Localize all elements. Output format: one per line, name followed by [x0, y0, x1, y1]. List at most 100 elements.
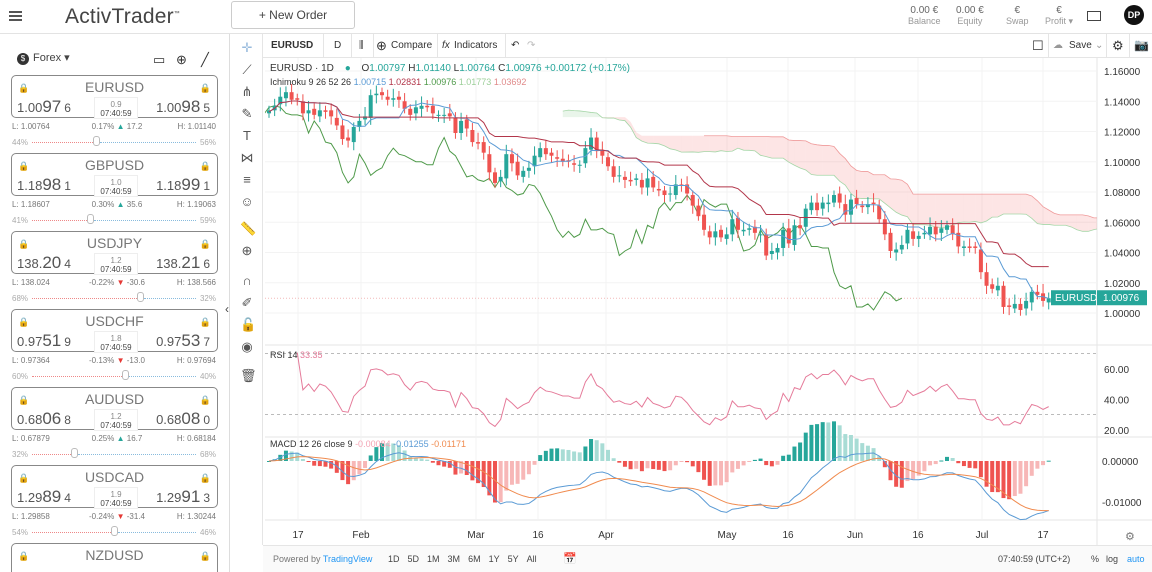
range-1d[interactable]: 1D [388, 554, 400, 564]
text-icon[interactable]: T [243, 128, 251, 143]
sell-price-button[interactable]: 0.6806 8 [17, 409, 71, 428]
macd-histogram-bar [300, 458, 305, 461]
macd-histogram-bar [741, 461, 746, 466]
buy-price-button[interactable]: 138.21 6 [156, 253, 210, 272]
candle [696, 205, 701, 217]
indicators-button[interactable]: Indicators [454, 40, 498, 51]
trash-icon[interactable]: 🗑 [240, 368, 257, 383]
candle [928, 226, 933, 235]
ichimoku-cloud [1026, 194, 1032, 219]
candle [656, 188, 661, 191]
undo-icon[interactable]: ↶ [511, 40, 520, 51]
sell-price-button[interactable]: 1.1898 1 [17, 175, 71, 194]
ruler-icon[interactable]: 📏 [240, 221, 257, 236]
instrument-card[interactable]: 🔒 🔒 AUDUSD 0.6806 8 1.2 07:40:59 0.6808 0 [11, 387, 218, 431]
ichimoku-cloud [873, 174, 880, 199]
swap-stat: € Swap [1006, 5, 1029, 26]
candle [526, 167, 531, 171]
collapse-sidebar-icon[interactable]: ‹ [225, 302, 229, 316]
sell-price-button[interactable]: 0.9751 9 [17, 331, 71, 350]
candle [815, 202, 820, 211]
settings-icon[interactable]: ⚙ [1112, 38, 1124, 53]
range-5d[interactable]: 5D [407, 554, 420, 564]
date-range-icon[interactable]: 📅 [563, 553, 577, 565]
macd-histogram-bar [690, 461, 695, 467]
ichimoku-cloud [1009, 194, 1015, 215]
buy-price-button[interactable]: 1.0098 5 [156, 97, 210, 116]
ichimoku-cloud [811, 143, 818, 176]
instrument-card[interactable]: 🔒 🔒 GBPUSD 1.1898 1 1.0 07:40:59 1.1899 1 [11, 153, 218, 197]
menu-icon[interactable] [9, 11, 22, 21]
lock-icon[interactable]: 🔓 [240, 317, 257, 332]
instrument-card[interactable]: 🔒 🔒 NZDUSD [11, 543, 218, 572]
candle [899, 244, 904, 250]
pattern-icon[interactable]: ⋈ [240, 150, 254, 165]
compare-button[interactable]: Compare [391, 40, 433, 51]
interval-button[interactable]: D [334, 40, 342, 51]
draw-line-icon[interactable]: ╱ [201, 52, 209, 67]
macd-histogram-bar [1001, 461, 1006, 499]
new-order-button[interactable]: + New Order [231, 1, 355, 29]
percent-toggle[interactable]: % [1091, 554, 1100, 564]
chart-canvas[interactable]: 1.16000 1.14000 1.12000 1.10000 1.08000 1.060… [230, 58, 1152, 545]
macd-histogram-bar [312, 461, 317, 466]
chart-type-icon[interactable]: ⫼ [359, 40, 364, 51]
zoom-in-icon[interactable]: ⊕ [176, 52, 187, 67]
range-5y[interactable]: 5Y [507, 554, 519, 564]
price-tick: 1.12000 [1104, 128, 1141, 139]
redo-icon[interactable]: ↷ [527, 40, 536, 51]
sell-price-button[interactable]: 1.0097 6 [17, 97, 71, 116]
lock-drawing-icon[interactable]: ✐ [241, 295, 253, 310]
eye-icon[interactable]: ◉ [241, 339, 253, 354]
brush-icon[interactable]: ✎ [241, 106, 253, 121]
instrument-card[interactable]: 🔒 🔒 USDJPY 138.20 4 1.2 07:40:59 138.21 6 [11, 231, 218, 275]
sell-price-button[interactable]: 1.2989 4 [17, 487, 71, 506]
category-dropdown[interactable]: $ Forex ▾ [17, 51, 70, 65]
range-6m[interactable]: 6M [468, 554, 481, 564]
range-all[interactable]: All [526, 554, 537, 564]
save-button[interactable]: Save [1069, 40, 1092, 51]
auto-toggle[interactable]: auto [1127, 554, 1145, 564]
instrument-card[interactable]: 🔒 🔒 USDCHF 0.9751 9 1.8 07:40:59 0.9753 7 [11, 309, 218, 353]
fib-icon[interactable]: ⋔ [241, 84, 253, 99]
range-1y[interactable]: 1Y [488, 554, 500, 564]
avatar[interactable]: DP [1124, 5, 1144, 25]
mail-icon[interactable] [1087, 11, 1101, 21]
price-tick: 1.04000 [1104, 249, 1141, 260]
lock-icon: 🔒 [18, 83, 30, 93]
macd-histogram-bar [583, 446, 588, 461]
buy-price-button[interactable]: 1.2991 3 [156, 487, 210, 506]
trendline-icon[interactable]: ⟋ [242, 62, 252, 77]
prediction-icon[interactable]: ≡ [243, 172, 251, 187]
ichimoku-cloud [845, 158, 851, 194]
instrument-card[interactable]: 🔒 🔒 EURUSD 1.0097 6 0.9 07:40:59 1.0098 5 [11, 75, 218, 119]
candle [340, 125, 345, 140]
zoom-icon[interactable]: ⊕ [241, 243, 253, 258]
log-toggle[interactable]: log [1106, 554, 1119, 564]
candle [1007, 305, 1012, 307]
profit-dropdown[interactable]: € Profit ▾ [1045, 5, 1074, 26]
compare-icon[interactable]: ⊕ [376, 38, 387, 53]
instrument-card[interactable]: 🔒 🔒 USDCAD 1.2989 4 1.9 07:40:59 1.2991 3 [11, 465, 218, 509]
rsi-legend: RSI 14 33.35 [270, 350, 323, 360]
symbol-search[interactable]: EURUSD [271, 40, 314, 51]
ichimoku-cloud [941, 194, 947, 229]
tradingview-link[interactable]: TradingView [322, 554, 373, 564]
buy-price-button[interactable]: 1.1899 1 [156, 175, 210, 194]
range-1m[interactable]: 1M [427, 554, 440, 564]
save-dropdown-icon[interactable]: ⌄ [1095, 40, 1104, 51]
tablet-icon[interactable]: ▭ [153, 52, 166, 67]
ichimoku-cloud [969, 194, 976, 223]
magnet-icon[interactable]: ∩ [242, 273, 252, 288]
ichimoku-cloud [591, 112, 597, 118]
crosshair-icon[interactable]: ✛ [241, 40, 253, 55]
emoji-icon[interactable]: ☺ [240, 194, 254, 209]
indicators-icon[interactable]: fx [442, 40, 450, 51]
range-3m[interactable]: 3M [447, 554, 461, 564]
buy-price-button[interactable]: 0.9753 7 [156, 331, 210, 350]
price-tick: 1.02000 [1104, 279, 1141, 290]
fullscreen-icon[interactable]: ☐ [1032, 38, 1044, 53]
buy-price-button[interactable]: 0.6808 0 [156, 409, 210, 428]
camera-icon[interactable]: 📷 [1134, 38, 1149, 52]
sell-price-button[interactable]: 138.20 4 [17, 253, 71, 272]
